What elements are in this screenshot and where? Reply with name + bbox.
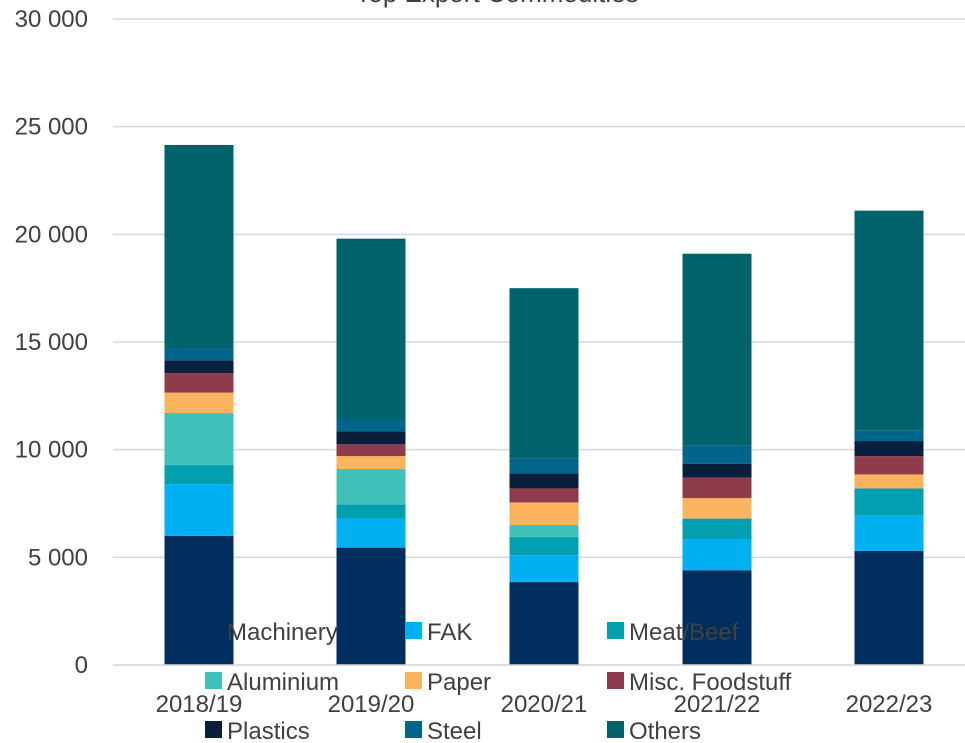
- y-tick-label: 5 000: [28, 544, 88, 571]
- legend-swatch: [205, 672, 222, 689]
- legend-swatch: [607, 721, 624, 738]
- bar-segment-machinery-2021-22: [682, 570, 752, 665]
- x-tick-label: 2022/23: [846, 691, 933, 718]
- bar-segment-plastics-2020-21: [509, 473, 579, 489]
- legend-item: Aluminium: [205, 669, 339, 696]
- legend-swatch: [405, 721, 422, 738]
- bar-segment-plastics-2022-23: [854, 441, 924, 457]
- bar-segment-machinery-2022-23: [854, 550, 924, 665]
- bar-segment-plastics-2021-22: [682, 463, 752, 478]
- bar-segment-others-2019-20: [336, 238, 406, 420]
- bar-segment-paper-2021-22: [682, 498, 752, 519]
- bar-segment-steel-2018-19: [164, 348, 234, 361]
- legend-swatch: [205, 622, 222, 639]
- bar-segment-meat-beef-2022-23: [854, 488, 924, 516]
- legend-label: Others: [629, 718, 701, 743]
- bar-segment-fak-2019-20: [336, 518, 406, 548]
- bar-segment-misc-foodstuff-2020-21: [509, 488, 579, 503]
- bar-segment-aluminium-2019-20: [336, 469, 406, 505]
- x-tick-label: 2019/20: [328, 691, 415, 718]
- legend-swatch: [205, 721, 222, 738]
- legend-label: Machinery: [227, 619, 338, 646]
- legend-label: Meat/Beef: [629, 619, 739, 646]
- bar-segment-plastics-2019-20: [336, 431, 406, 445]
- y-axis: 0 5 000 10 000 15 000 20 000 25 000 30 000: [15, 6, 88, 679]
- y-tick-label: 10 000: [15, 437, 88, 464]
- bar-segment-steel-2022-23: [854, 430, 924, 442]
- bar-segment-aluminium-2018-19: [164, 413, 234, 465]
- legend-item: Steel: [405, 718, 482, 743]
- bar-segment-meat-beef-2021-22: [682, 518, 752, 540]
- x-tick-label: 2020/21: [501, 691, 588, 718]
- bar-segment-misc-foodstuff-2021-22: [682, 477, 752, 499]
- bar-segment-fak-2018-19: [164, 484, 234, 536]
- bar-segment-paper-2019-20: [336, 456, 406, 470]
- legend-swatch: [607, 622, 624, 639]
- y-tick-label: 15 000: [15, 329, 88, 356]
- y-tick-label: 25 000: [15, 114, 88, 141]
- legend-label: Aluminium: [227, 669, 339, 696]
- x-axis: 2018/19 2019/20 2020/21 2021/22 2022/23: [113, 664, 965, 718]
- y-tick-label: 20 000: [15, 221, 88, 248]
- bar-segment-misc-foodstuff-2018-19: [164, 373, 234, 393]
- bar-segment-misc-foodstuff-2022-23: [854, 456, 924, 475]
- chart-title: Top Export Commodities: [355, 0, 638, 8]
- legend-label: Steel: [427, 718, 482, 743]
- legend-label: FAK: [427, 619, 472, 646]
- bar-segment-meat-beef-2019-20: [336, 504, 406, 519]
- bar-segment-fak-2021-22: [682, 539, 752, 571]
- legend-swatch: [405, 622, 422, 639]
- bar-segment-machinery-2020-21: [509, 582, 579, 665]
- bar-segment-others-2022-23: [854, 210, 924, 431]
- legend-item: Others: [607, 718, 701, 743]
- bar-segment-meat-beef-2018-19: [164, 464, 234, 485]
- x-tick-label: 2021/22: [674, 691, 761, 718]
- bar-segment-paper-2020-21: [509, 502, 579, 526]
- legend-label: Misc. Foodstuff: [629, 669, 792, 696]
- y-tick-label: 0: [75, 652, 88, 679]
- legend-label: Plastics: [227, 718, 310, 743]
- bar-segment-machinery-2019-20: [336, 547, 406, 665]
- x-tick-label: 2018/19: [156, 691, 243, 718]
- bar-segment-machinery-2018-19: [164, 535, 234, 665]
- legend-swatch: [607, 672, 624, 689]
- bar-segment-steel-2019-20: [336, 419, 406, 432]
- bar-segment-others-2020-21: [509, 288, 579, 459]
- legend-item: Misc. Foodstuff: [607, 669, 792, 696]
- legend-item: Machinery: [205, 619, 338, 646]
- legend-item: Plastics: [205, 718, 310, 743]
- bar-segment-others-2021-22: [682, 253, 752, 446]
- legend-label: Paper: [427, 669, 491, 696]
- bar-segment-others-2018-19: [164, 144, 234, 349]
- bar-segment-paper-2018-19: [164, 392, 234, 414]
- legend-item: Paper: [405, 669, 491, 696]
- legend: Machinery FAK Meat/Beef Aluminium Paper Misc.…: [205, 619, 792, 743]
- bars: [164, 144, 924, 665]
- legend-item: Meat/Beef: [607, 619, 739, 646]
- y-tick-label: 30 000: [15, 6, 88, 33]
- bar-segment-aluminium-2020-21: [509, 525, 579, 537]
- bar-segment-steel-2021-22: [682, 445, 752, 464]
- bar-segment-paper-2022-23: [854, 474, 924, 489]
- legend-item: FAK: [405, 619, 472, 646]
- bar-segment-fak-2022-23: [854, 515, 924, 551]
- bar-segment-meat-beef-2020-21: [509, 536, 579, 556]
- bar-segment-misc-foodstuff-2019-20: [336, 444, 406, 457]
- bar-segment-plastics-2018-19: [164, 360, 234, 374]
- bar-segment-steel-2020-21: [509, 458, 579, 474]
- bar-segment-fak-2020-21: [509, 555, 579, 583]
- legend-swatch: [405, 672, 422, 689]
